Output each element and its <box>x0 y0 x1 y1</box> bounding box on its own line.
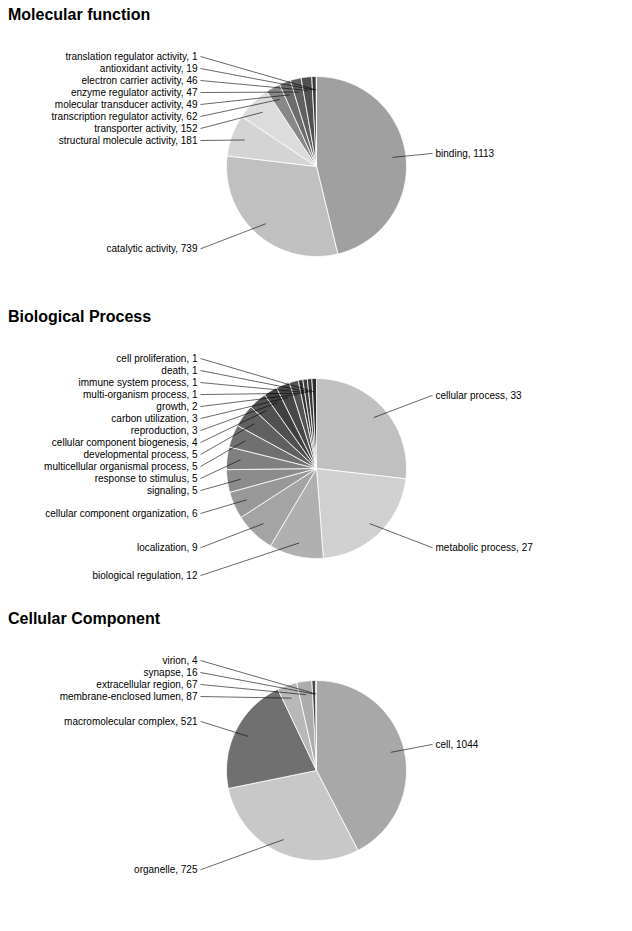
svg-text:molecular transducer activity,: molecular transducer activity, 49 <box>55 99 198 110</box>
html-text:Molecular function: Molecular function <box>8 6 151 23</box>
svg-text:electron carrier activity, 46: electron carrier activity, 46 <box>82 75 198 86</box>
svg-text:cellular component biogenesis,: cellular component biogenesis, 4 <box>52 437 198 448</box>
svg-text:localization, 9: localization, 9 <box>137 542 198 553</box>
svg-text:catalytic activity, 739: catalytic activity, 739 <box>107 243 198 254</box>
svg-text:translation regulator activity: translation regulator activity, 1 <box>65 51 198 62</box>
svg-text:synapse, 16: synapse, 16 <box>144 667 198 678</box>
svg-text:virion, 4: virion, 4 <box>162 655 197 666</box>
svg-text:metabolic process, 27: metabolic process, 27 <box>436 542 534 553</box>
svg-text:extracellular region, 67: extracellular region, 67 <box>96 679 198 690</box>
svg-text:signaling, 5: signaling, 5 <box>147 485 198 496</box>
svg-text:structural molecule activity,: structural molecule activity, 181 <box>59 135 198 146</box>
svg-text:multi-organism process, 1: multi-organism process, 1 <box>83 389 198 400</box>
svg-text:carbon utilization, 3: carbon utilization, 3 <box>111 413 198 424</box>
html-text:Biological Process: Biological Process <box>8 308 152 325</box>
svg-text:antioxidant activity, 19: antioxidant activity, 19 <box>100 63 198 74</box>
svg-text:immune system process, 1: immune system process, 1 <box>79 377 198 388</box>
svg-text:response to stimulus, 5: response to stimulus, 5 <box>95 473 198 484</box>
svg-text:reproduction, 3: reproduction, 3 <box>131 425 198 436</box>
svg-text:cell, 1044: cell, 1044 <box>436 739 479 750</box>
svg-text:binding, 1113: binding, 1113 <box>436 148 495 159</box>
svg-text:developmental process, 5: developmental process, 5 <box>84 449 198 460</box>
svg-text:multicellular organismal proce: multicellular organismal process, 5 <box>44 461 198 472</box>
svg-text:transporter activity, 152: transporter activity, 152 <box>94 123 198 134</box>
svg-text:death, 1: death, 1 <box>161 365 198 376</box>
svg-text:membrane-enclosed lumen, 87: membrane-enclosed lumen, 87 <box>60 691 198 702</box>
svg-text:macromolecular complex, 521: macromolecular complex, 521 <box>64 716 198 727</box>
html-text:Cellular Component: Cellular Component <box>8 610 160 627</box>
svg-text:cell proliferation, 1: cell proliferation, 1 <box>116 353 198 364</box>
svg-text:organelle, 725: organelle, 725 <box>134 864 198 875</box>
svg-text:transcription regulator activi: transcription regulator activity, 62 <box>52 111 198 122</box>
svg-text:cellular process, 33: cellular process, 33 <box>436 390 523 401</box>
svg-text:enzyme regulator activity, 47: enzyme regulator activity, 47 <box>71 87 198 98</box>
svg-text:biological regulation, 12: biological regulation, 12 <box>92 570 198 581</box>
svg-text:growth, 2: growth, 2 <box>156 401 198 412</box>
svg-text:cellular component organizatio: cellular component organization, 6 <box>45 508 198 519</box>
